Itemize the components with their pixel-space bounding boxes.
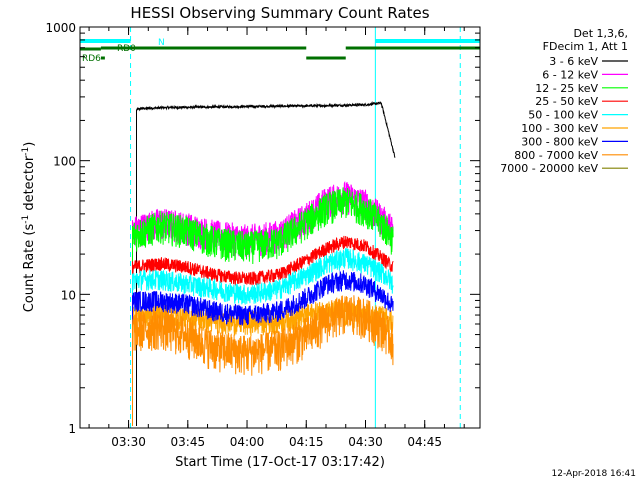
plot-area (79, 27, 461, 428)
x-tick-label-4: 04:15 (289, 435, 324, 449)
legend-entry-5: 50 - 100 keV (528, 109, 598, 122)
legend-entry-3: 12 - 25 keV (535, 82, 598, 95)
status-bar-label-2: RD0 (117, 44, 136, 54)
x-axis-label: Start Time (17-Oct-17 03:17:42) (175, 455, 385, 470)
y-tick-label-1: 1 (68, 422, 76, 436)
legend-header-1: Det 1,3,6, (573, 27, 628, 40)
y-axis: 1 10 100 1000 (45, 21, 480, 436)
legend-entry-6: 100 - 300 keV (521, 122, 598, 135)
legend-entry-9: 7000 - 20000 keV (500, 162, 598, 175)
status-bar-label-1: N (158, 38, 165, 48)
x-tick-label-3: 04:00 (230, 435, 265, 449)
chart-title: HESSI Observing Summary Count Rates (130, 4, 429, 22)
x-tick-label-2: 03:45 (171, 435, 206, 449)
legend-entry-4: 25 - 50 keV (535, 95, 598, 108)
footer-timestamp: 12-Apr-2018 16:41 (552, 469, 636, 479)
series-line-1 (136, 100, 396, 426)
status-bar-label-4: RD6 (82, 54, 101, 64)
x-tick-label-1: 03:30 (111, 435, 146, 449)
x-tick-label-5: 04:30 (348, 435, 383, 449)
y-tick-label-4: 1000 (45, 21, 76, 35)
legend-entry-2: 6 - 12 keV (542, 68, 598, 81)
status-bars: N RD0 RD6 (80, 38, 480, 64)
x-tick-label-6: 04:45 (407, 435, 442, 449)
legend-entry-8: 800 - 7000 keV (514, 149, 598, 162)
x-axis: 03:30 03:45 04:00 04:15 04:30 04:45 (88, 27, 465, 449)
plot-frame (79, 26, 481, 429)
series-line-8 (132, 295, 394, 426)
legend-entry-1: 3 - 6 keV (549, 55, 598, 68)
y-tick-label-2: 10 (61, 288, 76, 302)
series-line-7 (132, 270, 394, 426)
series-line-3 (132, 187, 394, 426)
y-tick-label-3: 100 (53, 155, 76, 169)
series-line-4 (132, 235, 394, 426)
y-axis-label: Count Rate (s-1 detector-1) (21, 142, 37, 313)
legend-header-2: FDecim 1, Att 1 (543, 40, 628, 53)
legend-entry-7: 300 - 800 keV (521, 135, 598, 148)
series-line-5 (132, 247, 394, 426)
